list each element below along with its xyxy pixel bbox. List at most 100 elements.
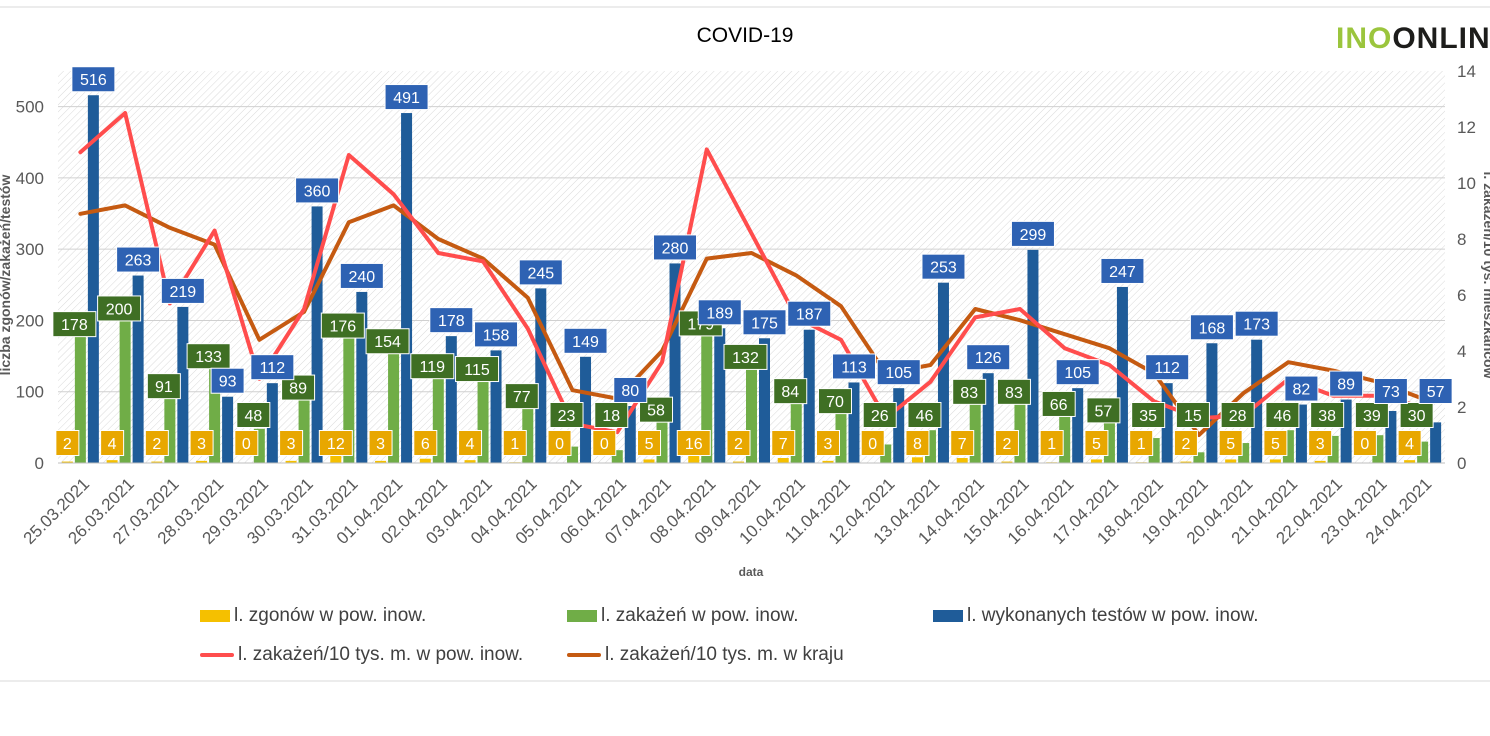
data-label-box	[549, 402, 584, 428]
data-label-box	[1373, 378, 1408, 404]
data-label: 38	[1318, 408, 1336, 425]
data-label-box	[1234, 310, 1279, 337]
bars	[61, 95, 1442, 464]
bar	[209, 368, 221, 463]
data-label-box	[860, 430, 885, 456]
data-label: 8	[913, 436, 922, 453]
bar	[253, 428, 265, 463]
bar	[803, 329, 815, 463]
data-label: 26	[871, 408, 889, 425]
data-label: 113	[841, 359, 867, 376]
legend-swatch	[933, 609, 963, 622]
data-label: 149	[572, 334, 599, 351]
data-label: 112	[260, 360, 286, 377]
data-label: 299	[1020, 227, 1047, 244]
data-label: 30	[1408, 408, 1426, 425]
data-label: 3	[197, 436, 206, 453]
bar	[611, 450, 623, 463]
data-label-box	[862, 402, 897, 428]
data-label: 154	[374, 334, 401, 351]
data-label: 83	[960, 385, 978, 402]
data-label: 12	[327, 436, 345, 453]
legend-label: l. zgonów w pow. inow.	[234, 605, 427, 626]
data-label: 0	[600, 436, 609, 453]
data-label: 2	[63, 436, 72, 453]
bar	[790, 403, 802, 463]
bar	[1161, 383, 1173, 463]
data-label-box	[144, 430, 169, 456]
bar	[119, 320, 131, 463]
data-label-box	[771, 430, 796, 456]
bar	[924, 430, 936, 463]
data-label: 46	[1274, 408, 1292, 425]
bar	[880, 444, 892, 463]
data-label-box	[815, 430, 840, 456]
legend-item-rate-district: l. zakażeń/10 tys. m. w pow. inow.	[200, 644, 523, 666]
data-label-box	[613, 376, 648, 403]
bar	[777, 458, 789, 463]
bar	[311, 206, 323, 463]
bar	[733, 461, 744, 463]
logo-part-online: ONLINE	[1392, 22, 1490, 55]
data-label: 82	[1293, 382, 1311, 399]
bar	[1059, 415, 1071, 463]
data-label-box	[189, 430, 214, 456]
legend-label: l. zakażeń/10 tys. m. w pow. inow.	[238, 644, 524, 665]
data-label: 189	[706, 305, 733, 322]
data-label-box	[1010, 220, 1055, 247]
bar	[298, 399, 310, 463]
y-left-tick-label: 100	[16, 383, 44, 402]
data-label: 5	[1092, 436, 1101, 453]
data-label-box	[1189, 314, 1234, 341]
bar	[1251, 339, 1263, 463]
data-label-box	[502, 430, 527, 456]
legend-swatch	[200, 652, 234, 657]
data-label: 491	[393, 90, 420, 107]
data-label-box	[594, 402, 629, 428]
data-label: 2	[1002, 436, 1011, 453]
bar	[419, 458, 431, 463]
bar	[196, 460, 208, 463]
data-label: 3	[1316, 436, 1325, 453]
bar	[669, 263, 681, 463]
bar	[1014, 403, 1026, 463]
bar	[714, 328, 726, 463]
y-left-tick-label: 0	[35, 454, 44, 473]
data-label-box	[1265, 402, 1300, 428]
legend-item-infections: l. zakażeń w pow. inow.	[567, 605, 799, 627]
legend-item-rate-country: l. zakażeń/10 tys. m. w kraju	[567, 644, 844, 666]
legend-item-tests: l. wykonanych testów w pow. inow.	[933, 605, 1258, 627]
y-left-tick-label: 200	[16, 311, 44, 330]
data-label: 0	[868, 436, 877, 453]
bar	[1295, 404, 1307, 463]
bar	[222, 396, 234, 463]
data-label-box	[787, 300, 832, 327]
data-label: 58	[647, 403, 665, 420]
y-right-tick-label: 6	[1457, 286, 1466, 305]
data-label: 73	[1382, 384, 1400, 401]
data-label-box	[116, 246, 161, 273]
data-label: 178	[61, 317, 88, 334]
data-label: 84	[781, 384, 799, 401]
bar	[1090, 459, 1102, 463]
data-label: 93	[219, 374, 237, 391]
data-label-box	[234, 430, 259, 456]
data-label: 173	[1243, 317, 1270, 334]
data-label-box	[71, 66, 116, 93]
data-label-box	[1084, 430, 1109, 456]
data-label-box	[458, 430, 483, 456]
bar	[266, 383, 278, 463]
bar	[580, 356, 592, 463]
data-label: 360	[304, 183, 331, 200]
legend-label: l. zakażeń/10 tys. m. w kraju	[605, 644, 844, 665]
data-label-box	[474, 321, 519, 348]
data-label: 66	[1050, 397, 1068, 414]
bar	[522, 408, 534, 463]
data-label-box	[318, 430, 353, 456]
bar	[937, 282, 949, 463]
bar	[1314, 460, 1326, 463]
data-label-box	[1397, 430, 1422, 456]
data-labels: 2 4 2 3 0 3 12 3 6 4 1 0 0 5 16 2 7 3 0 8 7 2 1 5 1 2 5 5 3 0 41782009…	[52, 66, 1453, 456]
data-label: 5	[1226, 436, 1235, 453]
data-label: 2	[1181, 436, 1190, 453]
